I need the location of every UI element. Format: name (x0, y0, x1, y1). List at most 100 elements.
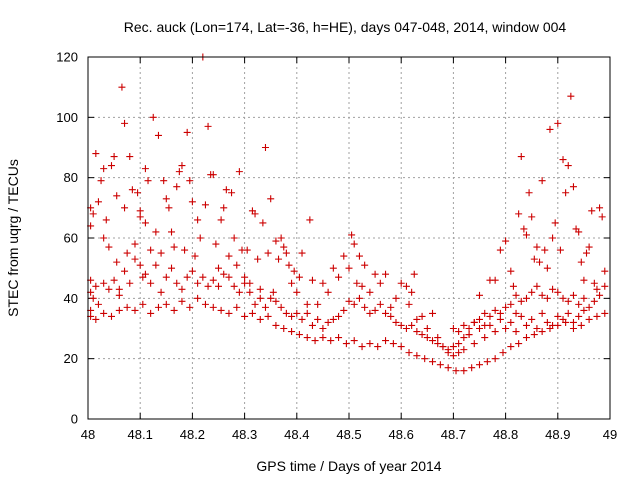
data-point (569, 318, 577, 326)
y-tick-label: 100 (56, 110, 78, 125)
data-point (562, 189, 570, 197)
x-tick-label: 48.2 (180, 427, 205, 442)
data-point (507, 343, 515, 351)
data-point (596, 204, 604, 212)
data-point (241, 279, 249, 287)
data-point (538, 177, 546, 185)
y-tick-label: 20 (64, 351, 78, 366)
data-point (413, 328, 421, 336)
data-point (340, 306, 348, 314)
data-point (100, 279, 108, 287)
data-point (168, 264, 176, 272)
data-point (92, 150, 100, 158)
data-point (107, 162, 115, 170)
y-tick-label: 80 (64, 170, 78, 185)
data-point (241, 312, 249, 320)
data-point (94, 198, 102, 206)
data-point (397, 321, 405, 329)
x-tick-label: 48.4 (284, 427, 309, 442)
data-point (186, 303, 194, 311)
data-point (408, 288, 416, 296)
data-point (141, 219, 149, 227)
data-point (248, 309, 256, 317)
data-point (147, 309, 155, 317)
data-point (530, 255, 538, 263)
data-point (397, 343, 405, 351)
data-point (350, 300, 358, 308)
data-point (324, 318, 332, 326)
data-point (212, 240, 220, 248)
data-point (121, 204, 129, 212)
data-point (512, 309, 520, 317)
data-point (554, 312, 562, 320)
data-point (522, 334, 530, 342)
data-point (100, 234, 108, 242)
data-point (522, 231, 530, 239)
data-point (261, 303, 269, 311)
data-point (429, 358, 437, 366)
data-point (324, 288, 332, 296)
y-tick-label: 60 (64, 231, 78, 246)
y-axis-label: STEC from uqrg / TECUs (5, 159, 21, 317)
data-point (559, 294, 567, 302)
data-point (272, 297, 280, 305)
data-point (105, 285, 113, 293)
data-point (178, 162, 186, 170)
data-point (371, 306, 379, 314)
data-point (235, 168, 243, 176)
data-point (590, 279, 598, 287)
data-point (126, 153, 134, 161)
data-point (502, 303, 510, 311)
data-point (173, 279, 181, 287)
data-point (131, 306, 139, 314)
data-point (199, 273, 207, 281)
data-point (429, 309, 437, 317)
x-tick-label: 48 (81, 427, 95, 442)
data-point (569, 325, 577, 332)
data-point (269, 288, 277, 296)
data-point (507, 300, 515, 308)
data-point (476, 325, 483, 332)
data-point (293, 309, 301, 317)
data-point (583, 249, 591, 257)
data-point (507, 267, 515, 275)
data-point (329, 315, 337, 323)
data-point (264, 312, 272, 320)
data-point (554, 119, 562, 127)
data-point (230, 282, 238, 290)
data-point (319, 279, 327, 287)
data-point (439, 343, 447, 351)
data-point (549, 234, 557, 242)
data-point (371, 270, 379, 278)
data-point (408, 321, 416, 329)
data-point (220, 270, 228, 278)
data-point (306, 216, 314, 224)
data-point (220, 204, 228, 212)
data-point (152, 261, 160, 269)
data-point (215, 264, 222, 272)
data-point (376, 300, 384, 308)
data-point (280, 243, 288, 251)
data-point (173, 183, 181, 191)
data-point (413, 315, 421, 323)
data-point (575, 312, 583, 320)
data-point (556, 246, 564, 254)
data-point (366, 309, 374, 317)
data-point (113, 192, 121, 200)
data-point (528, 315, 536, 323)
data-point (105, 243, 113, 251)
data-point (429, 337, 437, 345)
data-point (298, 249, 306, 257)
data-point (517, 312, 525, 320)
data-point (564, 162, 572, 170)
data-point (546, 125, 554, 133)
data-point (225, 252, 233, 260)
data-point (288, 328, 296, 336)
data-point (564, 309, 572, 317)
data-point (528, 213, 536, 221)
data-point (601, 282, 609, 290)
data-point (387, 303, 395, 311)
data-point (209, 303, 217, 311)
x-tick-label: 49 (603, 427, 617, 442)
data-point (590, 297, 598, 305)
